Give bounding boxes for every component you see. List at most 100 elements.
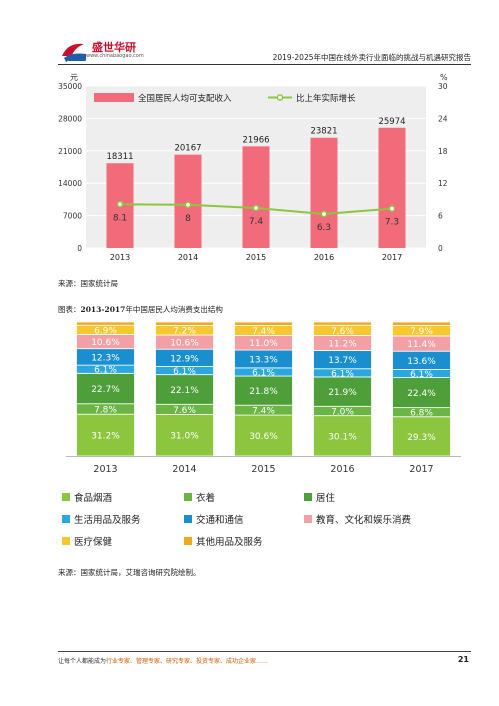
income-bar-label: 21966 xyxy=(242,135,269,145)
income-bar-label: 18311 xyxy=(106,152,133,162)
segment-label: 21.9% xyxy=(328,388,357,398)
segment-label: 22.1% xyxy=(170,386,199,396)
caption-prefix: 图表： xyxy=(58,305,81,314)
legend-swatch xyxy=(304,515,312,523)
segment-label: 7.2% xyxy=(173,327,196,337)
income-chart: 0 7000 14000 21000 28000 35000 0 6 12 18 24 30 元 % 201… xyxy=(58,73,448,262)
footer-divider xyxy=(58,651,471,652)
growth-point xyxy=(116,200,124,208)
segment-label: 7.6% xyxy=(173,406,196,416)
caption-years: 2013-2017 xyxy=(80,305,126,314)
year-tick-label: 2014 xyxy=(178,253,198,262)
left-tick-label: 7000 xyxy=(63,212,82,221)
segment-label: 6.9% xyxy=(94,326,117,336)
stack-segment xyxy=(313,415,372,457)
footer-slogan-prefix: 让每个人都能成为 xyxy=(58,658,107,665)
segment-label: 13.3% xyxy=(249,355,278,365)
figure2-caption: 图表：2013-2017年中国居民人均消费支出结构 xyxy=(58,304,223,315)
segment-label: 21.8% xyxy=(249,387,278,397)
legend-label: 居住 xyxy=(316,492,336,504)
legend-swatch xyxy=(184,537,192,545)
segment-label: 6.8% xyxy=(410,409,433,419)
segment-label: 30.6% xyxy=(249,432,278,442)
legend-label: 衣着 xyxy=(196,492,215,504)
legend-swatch xyxy=(62,537,70,545)
segment-label: 7.8% xyxy=(94,405,117,415)
segment-label: 7.0% xyxy=(331,407,354,417)
segment-label: 7.4% xyxy=(252,327,275,337)
right-tick-label: 6 xyxy=(438,212,443,221)
income-bar xyxy=(378,127,406,248)
stack-segment xyxy=(76,372,135,405)
segment-label: 29.3% xyxy=(407,433,436,443)
report-title: 2019-2025年中国在线外卖行业面临的挑战与机遇研究报告 xyxy=(272,53,471,62)
segment-label: 22.4% xyxy=(407,389,436,399)
year-tick-label: 2014 xyxy=(172,464,196,475)
segment-label: 10.6% xyxy=(91,338,120,348)
segment-label: 6.1% xyxy=(252,368,275,378)
footer-slogan: 让每个人都能成为行业专家、管理专家、研究专家、投资专家、成功企业家…… xyxy=(58,656,268,665)
stack-segment xyxy=(76,321,135,326)
segment-label: 10.6% xyxy=(170,339,199,349)
segment-label: 22.7% xyxy=(91,385,120,395)
year-tick-label: 2015 xyxy=(246,253,266,262)
legend-label: 医疗保健 xyxy=(74,536,113,548)
legend-swatch xyxy=(184,493,192,501)
segment-label: 30.1% xyxy=(328,432,357,442)
income-bar-label: 20167 xyxy=(174,144,201,154)
segment-label: 11.2% xyxy=(328,339,357,349)
segment-label: 12.9% xyxy=(170,354,199,364)
segment-label: 11.0% xyxy=(249,339,278,349)
segment-label: 6.1% xyxy=(410,370,433,380)
figure2-source: 来源：国家统计局，艾瑞咨询研究院绘制。 xyxy=(58,568,201,577)
right-tick-label: 18 xyxy=(438,147,448,156)
left-tick-label: 0 xyxy=(77,244,82,253)
year-tick-label: 2017 xyxy=(382,253,402,262)
legend-marker-growth xyxy=(276,94,284,101)
segment-label: 13.7% xyxy=(328,356,357,366)
right-tick-label: 24 xyxy=(438,114,448,123)
right-tick-label: 30 xyxy=(438,82,448,91)
legend-label-income: 全国居民人均可支配收入 xyxy=(138,93,232,104)
segment-label: 6.1% xyxy=(173,367,196,377)
stack-segment xyxy=(313,376,372,407)
left-tick-label: 35000 xyxy=(58,82,82,91)
income-bar-label: 23821 xyxy=(310,127,337,137)
income-bar xyxy=(310,137,338,248)
stack-segment xyxy=(313,321,372,326)
growth-point xyxy=(388,205,396,212)
growth-point xyxy=(184,201,192,209)
year-tick-label: 2013 xyxy=(93,464,117,475)
legend-label: 食品烟酒 xyxy=(74,492,113,504)
legend-swatch xyxy=(184,515,192,523)
legend-swatch xyxy=(62,515,70,523)
stack-segment xyxy=(392,416,451,457)
year-tick-label: 2017 xyxy=(409,464,433,475)
segment-label: 6.1% xyxy=(94,366,117,376)
growth-point xyxy=(320,210,328,218)
stack-segment xyxy=(234,321,293,326)
segment-label: 6.1% xyxy=(331,369,354,379)
left-tick-label: 21000 xyxy=(58,147,82,156)
page-number: 21 xyxy=(457,655,469,664)
income-bar-label: 25974 xyxy=(378,117,405,127)
legend-label: 教育、文化和娱乐消费 xyxy=(316,514,411,526)
segment-label: 13.6% xyxy=(407,357,436,367)
growth-label: 8.1 xyxy=(113,213,127,223)
stack-segment xyxy=(392,321,451,326)
legend-label: 生活用品及服务 xyxy=(74,514,141,526)
caption-rest: 年中国居民人均消费支出结构 xyxy=(125,305,223,314)
growth-point xyxy=(252,204,260,212)
left-unit-label: 元 xyxy=(70,73,78,82)
segment-label: 7.6% xyxy=(331,327,354,337)
growth-label: 8 xyxy=(185,214,191,224)
year-tick-label: 2016 xyxy=(330,464,354,475)
segment-label: 11.4% xyxy=(407,340,436,350)
segment-label: 31.0% xyxy=(170,432,199,442)
stack-segment xyxy=(234,414,293,457)
legend-label: 交通和通信 xyxy=(196,514,244,526)
figure1-source: 来源：国家统计局 xyxy=(58,279,118,288)
header-divider xyxy=(58,64,471,65)
left-tick-label: 28000 xyxy=(58,114,82,123)
stack-segment xyxy=(234,375,293,406)
